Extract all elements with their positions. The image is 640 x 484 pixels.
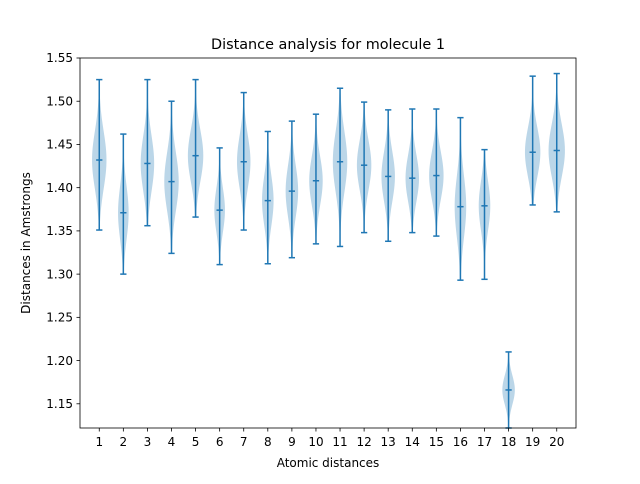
x-tick-label: 3	[144, 435, 152, 449]
x-tick-label: 2	[120, 435, 128, 449]
y-axis-label: Distances in Amstrongs	[19, 172, 33, 314]
x-tick-label: 15	[429, 435, 444, 449]
x-tick-label: 16	[453, 435, 468, 449]
x-tick-label: 13	[381, 435, 396, 449]
x-tick-label: 9	[288, 435, 296, 449]
x-tick-label: 7	[240, 435, 248, 449]
x-tick-label: 11	[332, 435, 347, 449]
y-tick-label: 1.35	[46, 224, 73, 238]
x-axis-ticks: 1 2 3 4 5 6 7 8 9 10 11 12 13 14 15 16 17 18 19 20	[95, 428, 564, 449]
x-tick-label: 8	[264, 435, 272, 449]
y-tick-label: 1.45	[46, 138, 73, 152]
y-tick-label: 1.30	[46, 267, 73, 281]
y-tick-label: 1.55	[46, 51, 73, 65]
x-tick-label: 20	[549, 435, 564, 449]
axes-frame	[79, 57, 577, 429]
x-tick-label: 17	[477, 435, 492, 449]
x-tick-label: 6	[216, 435, 224, 449]
y-tick-label: 1.15	[46, 397, 73, 411]
y-tick-label: 1.50	[46, 94, 73, 108]
x-axis-label: Atomic distances	[277, 456, 380, 470]
x-tick-label: 10	[308, 435, 323, 449]
x-tick-label: 18	[501, 435, 516, 449]
x-tick-label: 5	[192, 435, 200, 449]
y-tick-label: 1.25	[46, 311, 73, 325]
x-tick-label: 12	[356, 435, 371, 449]
violin-stat-lines	[96, 72, 560, 429]
x-tick-label: 4	[168, 435, 176, 449]
y-tick-label: 1.40	[46, 181, 73, 195]
x-tick-label: 19	[525, 435, 540, 449]
y-tick-label: 1.20	[46, 354, 73, 368]
x-tick-label: 14	[405, 435, 420, 449]
x-tick-label: 1	[95, 435, 103, 449]
y-axis-ticks: 1.15 1.20 1.25 1.30 1.35 1.40 1.45 1.50 1.55	[46, 51, 80, 411]
chart-title: Distance analysis for molecule 1	[211, 37, 445, 53]
